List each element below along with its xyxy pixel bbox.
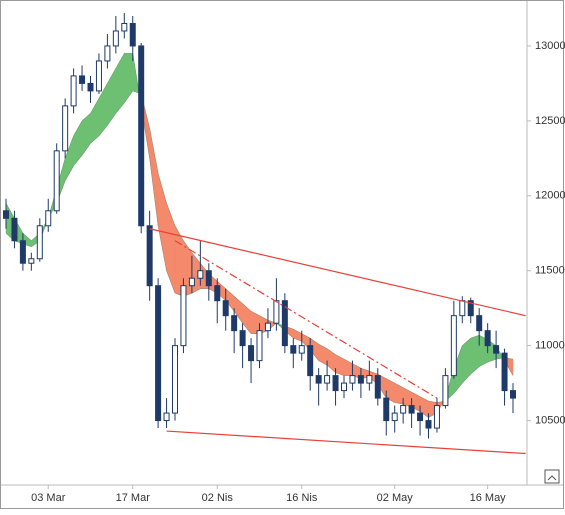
candle-body [433,405,440,429]
candle-body [112,30,119,47]
candle-body [366,375,373,384]
candle-body [324,375,331,384]
x-tick-label: 16 Nis [286,492,318,504]
x-tick-label: 02 May [377,492,414,504]
y-tick-label: 13000 [535,40,565,52]
candle-body [248,345,255,362]
candle-body [155,285,162,422]
candle-body [180,285,187,347]
candle-body [307,345,314,377]
candle-body [95,60,102,92]
trendline [174,240,438,399]
candle-body [349,375,356,384]
candle-body [121,22,128,32]
candle-body [146,225,153,287]
y-tick-label: 12000 [535,190,565,202]
candle-body [417,412,424,422]
candle-body [129,22,136,47]
candle-body [79,75,86,84]
candle-body [374,375,381,399]
candle-body [172,345,178,414]
candle-body [53,150,60,212]
candle-body [459,300,466,317]
candle-body [256,330,263,362]
candle-body [391,412,398,422]
candle-body [357,375,364,384]
x-tick-label: 16 May [470,492,507,504]
candle-body [197,270,204,279]
candle-body [408,405,415,414]
candle-body [205,270,212,287]
candle-body [493,345,500,354]
y-tick-label: 10500 [535,414,565,426]
candle-body [214,285,221,302]
candle-body [383,397,390,422]
candle-body [298,345,305,354]
candle-body [36,225,43,260]
y-tick-label: 12500 [535,115,565,127]
candle-body [273,300,280,324]
candle-body [341,382,347,392]
candle-body [87,82,94,92]
y-tick-label: 11000 [535,340,565,352]
candle-body [188,277,195,287]
candle-body [510,390,516,399]
trendline [149,228,526,317]
y-tick-label: 11500 [535,265,565,277]
ma-line [5,90,514,403]
candle-body [138,45,145,227]
candle-body [281,300,288,347]
candle-body [70,75,77,107]
candle-body [484,330,491,347]
candle-body [11,217,18,242]
trendline [166,430,526,455]
candle-body [45,210,52,227]
candle-body [476,315,483,332]
candle-body [104,45,111,62]
candle-body [450,315,457,377]
x-tick-label: 03 Mar [31,492,66,504]
candle-body [239,330,246,347]
candle-body [290,345,297,354]
candle-body [163,412,170,422]
candle-body [222,300,229,317]
candle-body [501,352,508,392]
x-tick-label: 02 Nis [202,492,234,504]
candle-body [62,105,69,152]
candle-body [3,210,9,219]
candle-body [442,375,449,407]
settings-icon[interactable] [544,469,560,484]
candle-body [231,315,238,332]
candle-body [315,375,322,384]
candle-body [467,300,474,317]
candle-body [400,405,407,414]
x-tick-label: 17 Mar [116,492,151,504]
candle-body [425,420,432,429]
candle-body [19,240,26,264]
candle-body [28,258,35,264]
candle-body [332,375,339,392]
candle-body [264,322,271,332]
